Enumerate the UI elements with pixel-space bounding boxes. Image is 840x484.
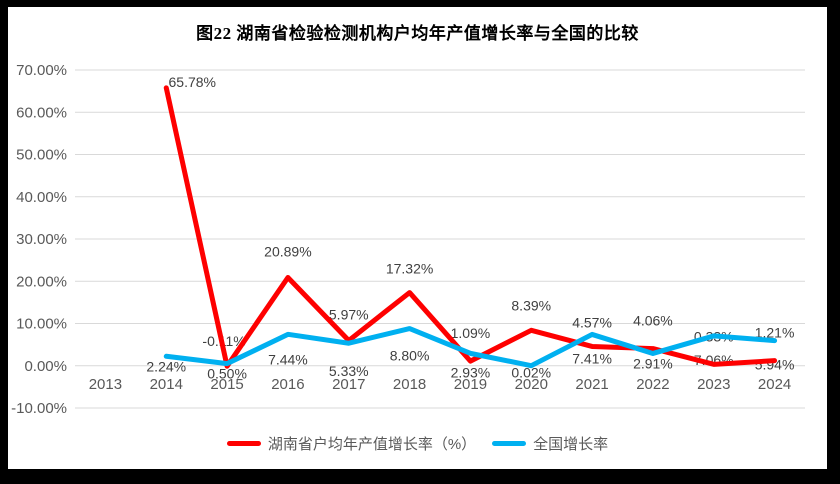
chart-page: 图22 湖南省检验检测机构户均年产值增长率与全国的比较 -10.00% 0.00%… — [8, 7, 827, 469]
legend-label-national: 全国增长率 — [533, 436, 609, 453]
x-axis-tick-label: 2019 — [454, 376, 487, 393]
data-label: 4.57% — [572, 314, 612, 330]
line-chart-plot-area: -10.00% 0.00% 10.00% 20.00% 30.00% 40.00% 50.0… — [11, 62, 805, 417]
x-axis-tick-label: 2023 — [697, 376, 730, 393]
y-axis-tick-label: 40.00% — [16, 189, 67, 206]
legend-item-hunan: 湖南省户均年产值增长率（%） — [226, 433, 477, 454]
data-label: 17.32% — [386, 261, 433, 277]
data-label: 5.33% — [329, 363, 369, 379]
data-label: 20.89% — [264, 243, 311, 259]
data-label: 1.21% — [755, 325, 795, 341]
data-label: 4.06% — [633, 313, 673, 329]
legend-label-hunan: 湖南省户均年产值增长率（%） — [267, 436, 477, 453]
y-axis-tick-label: 10.00% — [16, 316, 67, 333]
x-axis-tick-label: 2017 — [332, 376, 365, 393]
chart-legend: 湖南省户均年产值增长率（%） 全国增长率 — [8, 433, 827, 454]
data-label: 7.41% — [572, 350, 612, 366]
x-axis-tick-label: 2022 — [636, 376, 669, 393]
y-axis-tick-label: 70.00% — [16, 62, 67, 79]
x-axis-tick-label: 2020 — [515, 376, 548, 393]
data-label: 0.02% — [511, 365, 551, 381]
data-label: 7.44% — [268, 351, 308, 367]
y-axis-tick-label: 60.00% — [16, 104, 67, 121]
x-axis-tick-label: 2015 — [210, 376, 243, 393]
y-axis-tick-label: 50.00% — [16, 147, 67, 164]
legend-swatch-hunan-line — [226, 441, 261, 446]
y-axis-tick-label: -10.00% — [11, 400, 67, 417]
legend-item-national: 全国增长率 — [492, 433, 608, 454]
data-label: 2.91% — [633, 355, 673, 371]
legend-swatch-national-line — [492, 441, 527, 446]
data-label: 8.39% — [511, 297, 551, 313]
x-axis-tick-label: 2016 — [271, 376, 304, 393]
data-label: 2.24% — [146, 358, 186, 374]
x-axis-tick-label: 2014 — [150, 376, 183, 393]
x-axis-tick-label: 2018 — [393, 376, 426, 393]
data-label: 0.50% — [207, 366, 247, 382]
x-axis-tick-label: 2024 — [758, 376, 791, 393]
x-axis-tick-label: 2013 — [89, 376, 122, 393]
data-label: 5.97% — [329, 307, 369, 323]
data-label: 8.80% — [390, 348, 430, 364]
hunan-growth-line — [163, 85, 778, 369]
chart-title: 图22 湖南省检验检测机构户均年产值增长率与全国的比较 — [196, 24, 639, 43]
y-axis-tick-label: 20.00% — [16, 273, 67, 290]
national-growth-line — [163, 326, 778, 369]
y-axis-tick-label: 30.00% — [16, 231, 67, 248]
data-label: 65.78% — [169, 74, 216, 90]
data-label: 1.09% — [451, 325, 491, 341]
data-label: 2.93% — [451, 364, 491, 380]
x-axis-tick-label: 2021 — [575, 376, 608, 393]
y-axis-tick-label: 0.00% — [24, 358, 67, 375]
